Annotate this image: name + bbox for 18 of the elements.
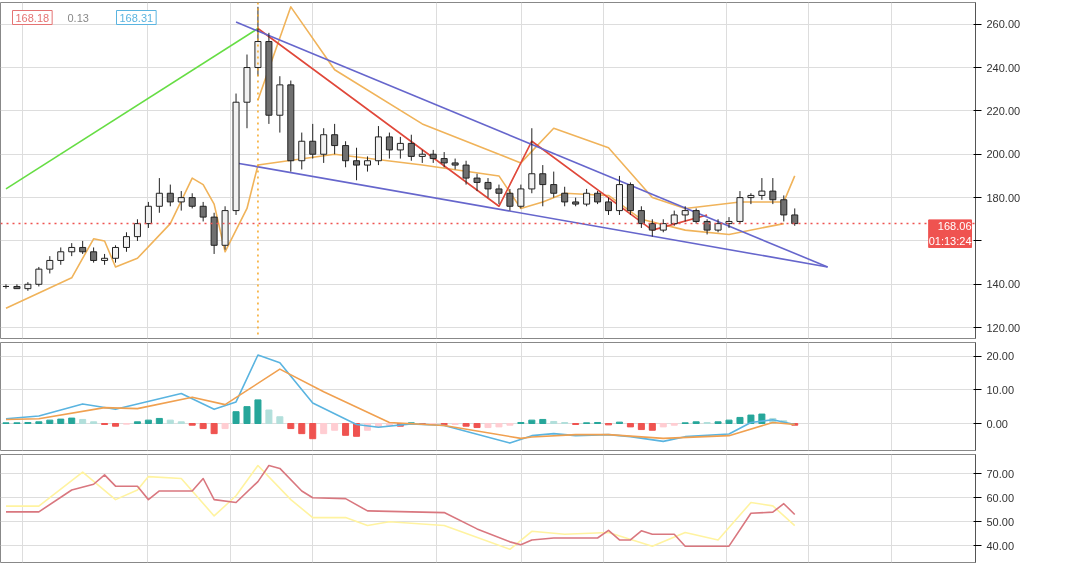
y-tick-label: 200.00 [986, 148, 1021, 161]
y-tick-label: 20.00 [986, 350, 1015, 362]
y-tick-label: 10.00 [986, 383, 1015, 396]
y-tick-label: 50.00 [986, 515, 1015, 528]
y-tick-label: 60.00 [986, 491, 1015, 504]
annotation: 168.18 [15, 11, 50, 24]
ref-line-label: 168.06 01:13:24 [928, 219, 972, 248]
y-tick-label: 40.00 [986, 539, 1015, 552]
annotation: 168.31 [119, 11, 154, 24]
y-tick-label: 260.00 [986, 18, 1021, 31]
annotation: 0.13 [67, 11, 89, 24]
y-tick-label: 240.00 [986, 61, 1021, 74]
y-tick-label: 180.00 [986, 191, 1021, 204]
y-tick-label: 220.00 [986, 104, 1021, 117]
y-tick-label: 140.00 [986, 278, 1021, 291]
y-tick-label: 0.00 [986, 417, 1008, 430]
y-tick-label: 70.00 [986, 467, 1015, 480]
y-tick-label: 120.00 [986, 321, 1021, 334]
